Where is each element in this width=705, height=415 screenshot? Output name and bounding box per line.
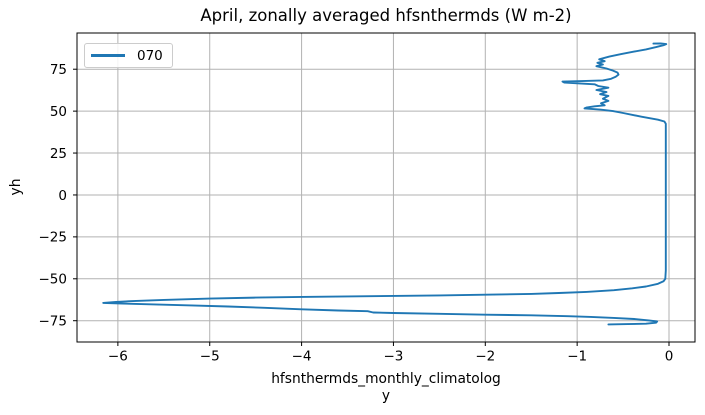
x-axis-label: hfsnthermds_monthly_climatolog y [77, 371, 695, 405]
x-tick-label: −1 [567, 349, 587, 365]
x-tick-label: −4 [292, 349, 312, 365]
x-tick-label: −5 [200, 349, 220, 365]
axes-spines [76, 32, 696, 343]
y-tick-label: 0 [58, 188, 67, 204]
x-tick-label: 0 [665, 349, 674, 365]
y-tick-label: 25 [50, 146, 67, 162]
x-tick-label: −2 [475, 349, 495, 365]
data-line [102, 42, 668, 326]
chart-title: April, zonally averaged hfsnthermds (W m… [200, 6, 572, 25]
legend-line-sample [91, 54, 125, 57]
y-tick-label: −75 [39, 314, 68, 330]
y-tick-label: −25 [39, 230, 68, 246]
x-axis-label-line2: y [381, 388, 391, 404]
legend-label: 070 [137, 47, 163, 64]
x-axis-label-line1: hfsnthermds_monthly_climatolog [271, 371, 501, 387]
x-tick-label: −6 [108, 349, 128, 365]
y-axis-label: yh [8, 178, 24, 196]
y-tick-label: 75 [50, 62, 67, 78]
y-tick-label: −50 [39, 272, 68, 288]
legend: 070 [84, 43, 173, 68]
x-tick-label: −3 [383, 349, 403, 365]
y-tick-label: 50 [50, 104, 67, 120]
